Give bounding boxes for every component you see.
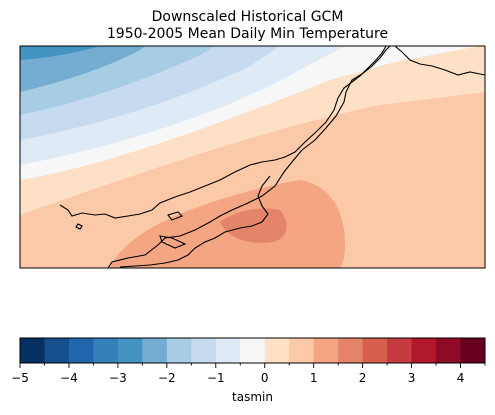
colorbar-bin <box>460 338 486 363</box>
colorbar-bin <box>387 338 412 363</box>
colorbar-bin <box>215 338 241 363</box>
colorbar-ticks: −5 −4 −3 −2 −1 0 1 2 3 4 <box>11 363 486 385</box>
colorbar-bin <box>142 338 168 363</box>
colorbar-tick-label: −1 <box>207 371 225 385</box>
colorbar-bin <box>44 338 70 363</box>
coastlines <box>59 46 485 268</box>
colorbar-tick-label: −2 <box>158 371 176 385</box>
colorbar-bin <box>20 338 45 363</box>
colorbar-bin <box>191 338 217 363</box>
colorbar-label: tasmin <box>232 390 273 404</box>
field-band-dark-blue <box>20 46 100 60</box>
map-subtitle: 1950-2005 Mean Daily Min Temperature <box>106 26 389 42</box>
colorbar-bin <box>93 338 119 363</box>
colorbar-bin <box>436 338 461 363</box>
colorbar-bin <box>313 338 339 363</box>
colorbar-bin <box>240 338 266 363</box>
map-title: Downscaled Historical GCM <box>151 9 344 25</box>
colorbar-bin <box>289 338 315 363</box>
colorbar-tick-label: 2 <box>359 371 367 385</box>
colorbar-frame <box>19 337 486 364</box>
colorbar-tick-label: −4 <box>60 371 78 385</box>
map-frame <box>19 45 486 269</box>
colorbar-bin <box>362 338 388 363</box>
colorbar-bins <box>20 338 486 363</box>
colorbar-tick-label: 1 <box>310 371 318 385</box>
colorbar-bin <box>411 338 437 363</box>
colorbar-bin <box>68 338 94 363</box>
colorbar-bin <box>117 338 143 363</box>
colorbar-bin <box>338 338 364 363</box>
colorbar-tick-label: −3 <box>109 371 127 385</box>
field-band-mid-blue <box>20 46 145 92</box>
colorbar-tick-label: −5 <box>11 371 29 385</box>
colorbar-tick-label: 3 <box>408 371 416 385</box>
colorbar-tick-label: 4 <box>457 371 465 385</box>
colorbar-tick-label: 0 <box>261 371 269 385</box>
colorbar-bin <box>166 338 192 363</box>
colorbar-bin <box>264 338 290 363</box>
